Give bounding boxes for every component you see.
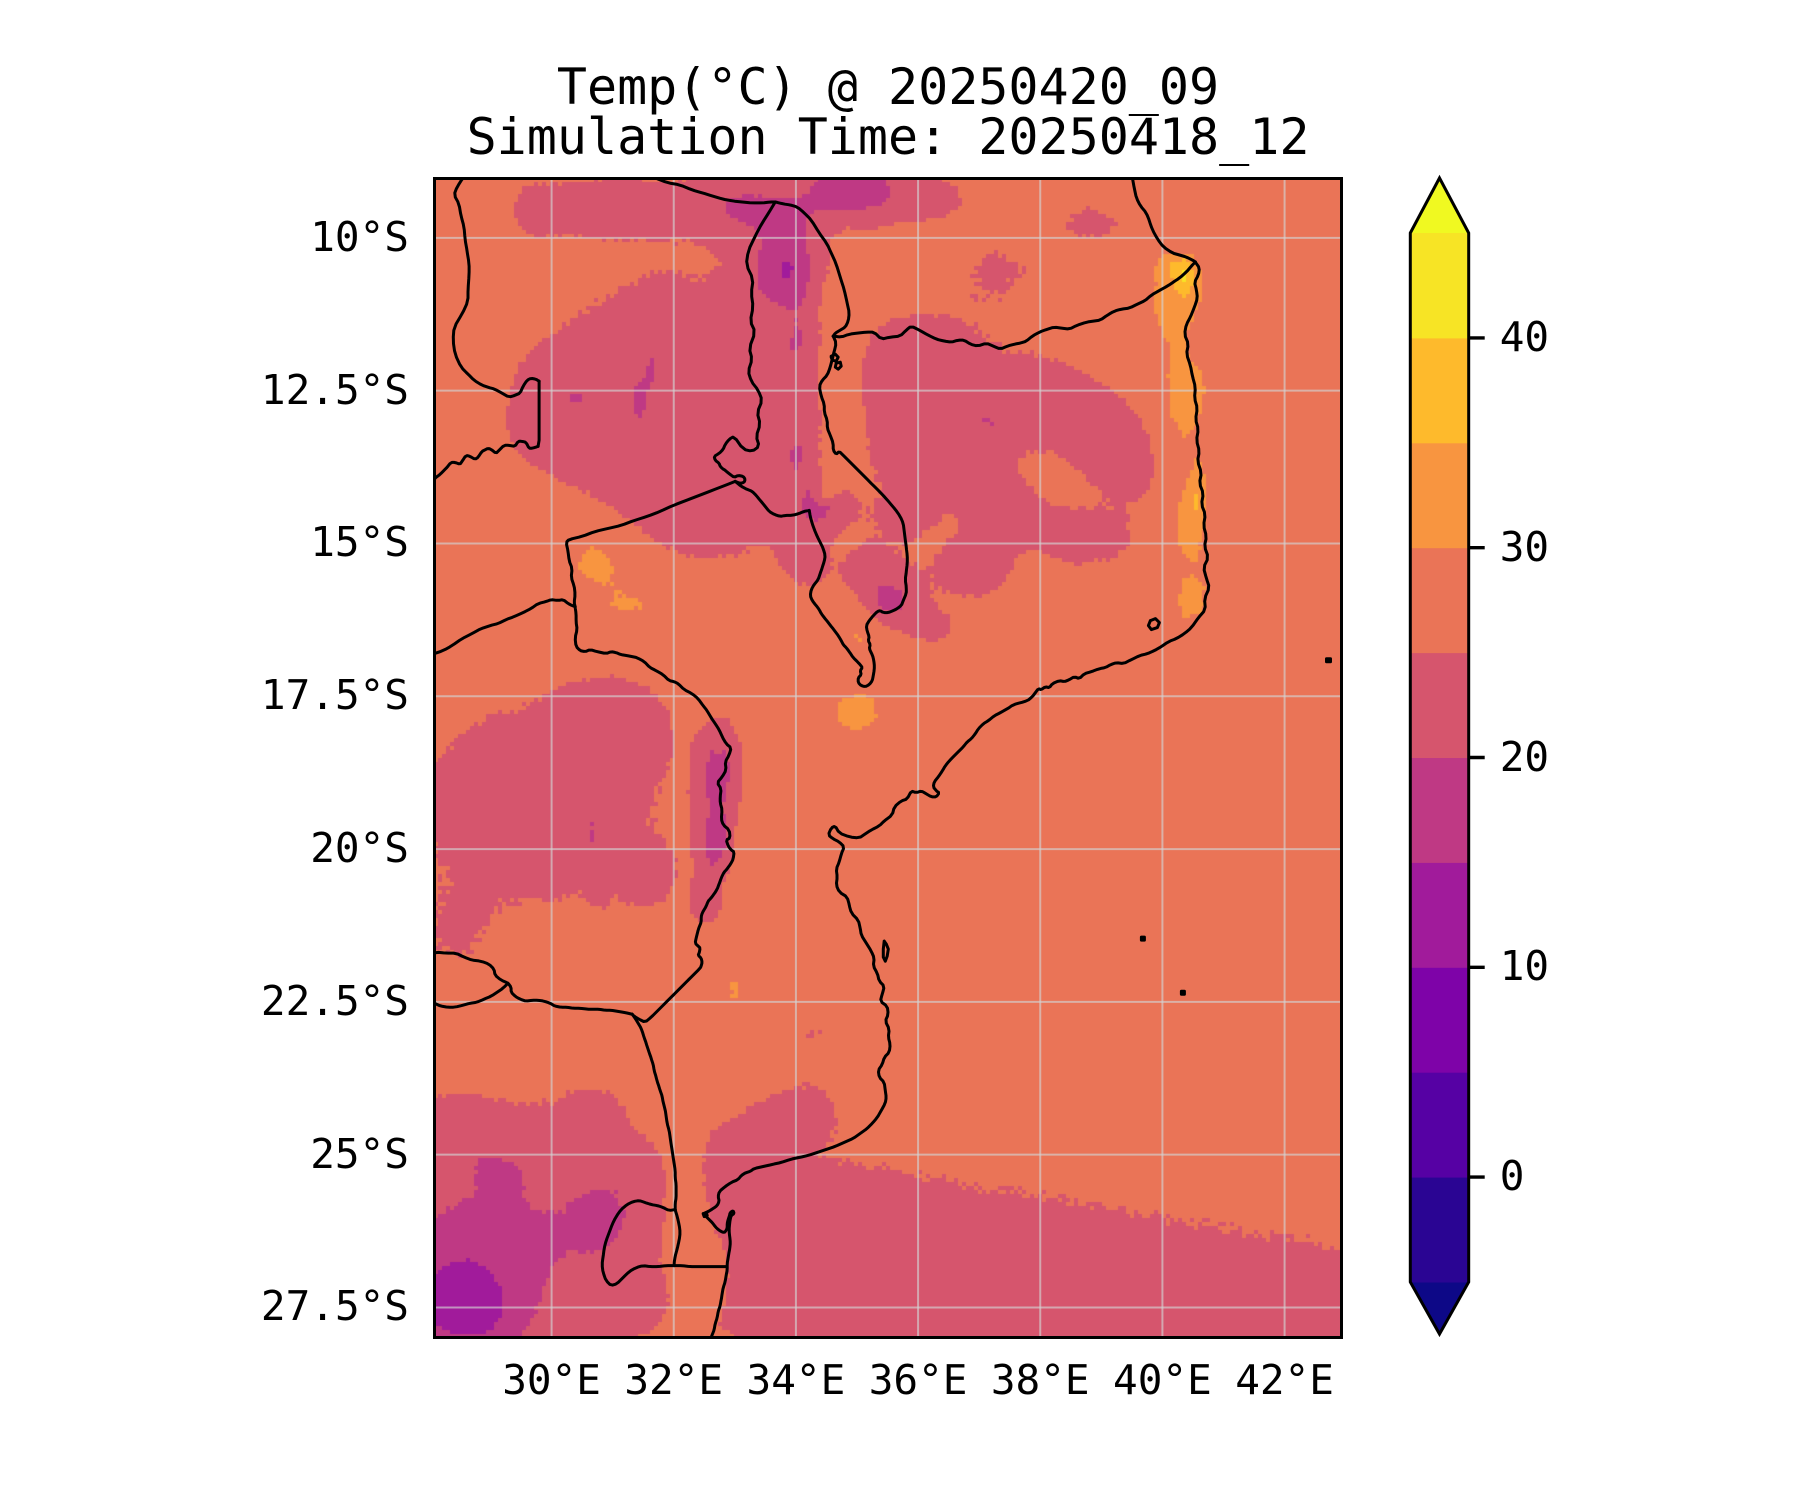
y-tick-label: 15°S	[310, 518, 409, 567]
border-drc_luapula	[451, 178, 541, 399]
border-drc_pedicle_e	[536, 379, 541, 448]
x-tick-label: 30°E	[502, 1356, 601, 1404]
colorbar-band	[1410, 442, 1469, 549]
border-sa_mz_s	[672, 1264, 728, 1269]
x-tick-label: 40°E	[1113, 1356, 1212, 1404]
border-inhaca	[701, 1211, 709, 1219]
colorbar-extend-under	[1410, 1282, 1469, 1334]
colorbar-band	[1410, 233, 1469, 339]
border-bazaruto	[881, 939, 890, 963]
border-zm_mz	[565, 479, 737, 609]
border-drc_pedicle_s	[434, 439, 540, 481]
colorbar-band	[1410, 862, 1469, 968]
colorbar-tick-label: 20	[1499, 732, 1550, 781]
colorbar-band	[1410, 757, 1469, 863]
border-angoche_i	[1146, 617, 1161, 632]
border-zm_mw	[712, 200, 777, 485]
border-bassas	[1139, 935, 1146, 942]
map-overlay	[434, 178, 1342, 1338]
country-borders	[434, 178, 1332, 1338]
plot-subtitle: Simulation Time: 20250418_12	[466, 108, 1310, 166]
colorbar	[1408, 174, 1485, 1338]
plot-title: Temp(°C) @ 20250420_09	[556, 58, 1220, 116]
axes-frame	[433, 177, 1343, 1339]
colorbar-band	[1410, 1177, 1469, 1283]
colorbar-band	[1410, 967, 1469, 1073]
graticule	[434, 178, 1342, 1338]
colorbar-band	[1410, 547, 1469, 654]
x-tick-label: 36°E	[868, 1356, 968, 1404]
border-zw_mz	[573, 605, 736, 1023]
colorbar-tick-label: 30	[1499, 522, 1550, 571]
colorbar-tick-label: 40	[1499, 312, 1550, 361]
x-tick-label: 32°E	[624, 1356, 724, 1404]
colorbar-tick-label: 0	[1499, 1152, 1525, 1201]
x-tick-label: 38°E	[990, 1356, 1090, 1404]
border-likoma	[829, 352, 840, 363]
x-tick-label: 42°E	[1235, 1356, 1334, 1404]
y-tick-label: 12.5°S	[260, 365, 409, 414]
border-tz_mw	[773, 200, 851, 338]
border-zambezi_w	[434, 598, 577, 656]
border-limpopo	[434, 950, 634, 1016]
border-mw_mz_e	[807, 334, 909, 688]
colorbar-band	[1410, 337, 1469, 444]
y-tick-label: 10°S	[310, 212, 409, 261]
y-tick-label: 27.5°S	[260, 1282, 409, 1331]
colorbar-band	[1410, 652, 1469, 758]
colorbar-band	[1410, 1072, 1469, 1178]
border-eswatini_e	[672, 1208, 682, 1268]
x-tick-label: 34°E	[746, 1356, 846, 1404]
colorbar-outline	[1408, 174, 1471, 1338]
border-chizumulu	[833, 360, 843, 371]
y-tick-label: 20°S	[310, 824, 409, 873]
border-sa_mz	[630, 1012, 678, 1211]
y-tick-label: 22.5°S	[260, 976, 409, 1025]
border-juan	[1325, 657, 1332, 664]
colorbar-tick-label: 10	[1499, 942, 1550, 991]
border-mw_mz_s	[733, 479, 811, 518]
colorbar-extend-over	[1410, 178, 1469, 233]
y-tick-label: 25°S	[310, 1129, 409, 1178]
y-tick-label: 17.5°S	[260, 671, 409, 720]
border-europa	[1179, 989, 1186, 996]
map-axes	[433, 177, 1343, 1339]
border-ruvuma	[831, 260, 1197, 350]
border-tz_zm	[653, 178, 777, 205]
border-eswatini	[600, 1199, 677, 1287]
